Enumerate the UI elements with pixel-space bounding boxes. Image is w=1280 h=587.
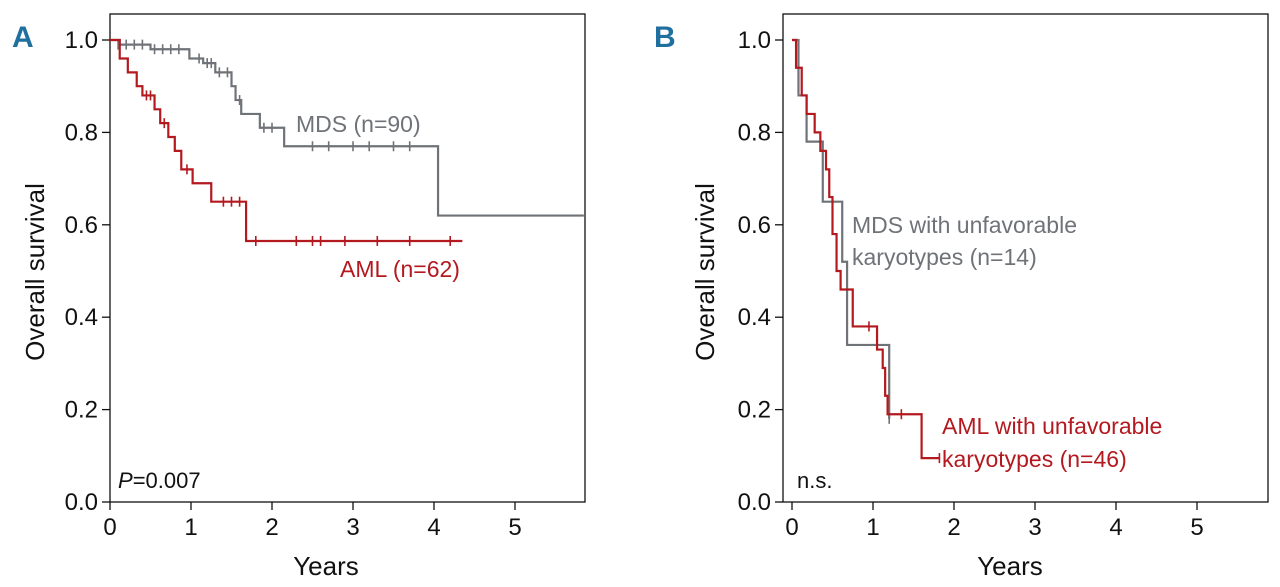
x-tick-label: 4 (427, 514, 440, 541)
y-tick-label: 1.0 (738, 27, 771, 54)
x-tick-label: 4 (1109, 514, 1122, 541)
y-tick-label: 0.6 (65, 212, 98, 239)
mds-series-label: MDS (n=90) (296, 111, 421, 137)
aml-series-label-line: AML with unfavorable (942, 413, 1162, 439)
aml-survival-curve (110, 38, 463, 243)
aml-series-label-line: karyotypes (n=46) (942, 446, 1127, 472)
significance-annotation: n.s. (797, 468, 832, 493)
x-tick-label: 1 (866, 514, 879, 541)
plot-frame (782, 13, 1269, 503)
panel-a-x-axis-label: Years (293, 551, 359, 581)
mds-survival-curve (792, 38, 891, 419)
aml-survival-curve (792, 38, 940, 460)
y-tick-label: 0.4 (738, 304, 771, 331)
x-tick-label: 3 (346, 514, 359, 541)
y-tick-label: 0.8 (65, 119, 98, 146)
plot-frame (109, 13, 586, 503)
y-tick-label: 0.6 (738, 212, 771, 239)
significance-annotation: P=0.007 (118, 468, 201, 493)
panel-a-y-axis-label: Overall survival (20, 183, 50, 361)
x-tick-label: 3 (1028, 514, 1041, 541)
panel-b-plot-area: 0.0 0.2 0.4 0.6 0.8 1.0 0 1 2 3 4 5 MDS with unfavor… (738, 13, 1269, 541)
panel-b: B 0.0 0.2 0.4 0.6 0.8 1.0 0 1 2 3 4 5 MDS with unfav… (654, 13, 1269, 581)
y-tick-label: 0.4 (65, 304, 98, 331)
panel-a-letter: A (12, 21, 34, 54)
y-tick-label: 0.0 (65, 489, 98, 516)
y-tick-label: 0.2 (738, 397, 771, 424)
x-tick-label: 5 (1190, 514, 1203, 541)
x-tick-label: 1 (184, 514, 197, 541)
panel-b-letter: B (654, 21, 676, 54)
x-tick-label: 2 (265, 514, 278, 541)
panel-a-plot-area: 0.0 0.2 0.4 0.6 0.8 1.0 0 1 2 3 4 5 MDS (n=90) AML (n… (65, 13, 586, 541)
y-tick-label: 1.0 (65, 27, 98, 54)
aml-series-label: AML (n=62) (340, 256, 460, 282)
mds-survival-curve (110, 38, 584, 217)
x-tick-label: 0 (785, 514, 798, 541)
panel-b-x-axis-label: Years (977, 551, 1043, 581)
x-tick-label: 5 (508, 514, 521, 541)
mds-series-label-line: MDS with unfavorable (852, 212, 1077, 238)
x-tick-label: 0 (103, 514, 116, 541)
y-tick-label: 0.8 (738, 119, 771, 146)
y-tick-label: 0.0 (738, 489, 771, 516)
mds-series-label-line: karyotypes (n=14) (852, 244, 1037, 270)
x-tick-label: 2 (947, 514, 960, 541)
panel-b-y-axis-label: Overall survival (690, 183, 720, 361)
panel-a: A 0.0 0.2 0.4 0.6 0.8 1.0 0 1 2 3 4 5 MDS (n=90) AML … (12, 13, 586, 581)
y-tick-label: 0.2 (65, 397, 98, 424)
